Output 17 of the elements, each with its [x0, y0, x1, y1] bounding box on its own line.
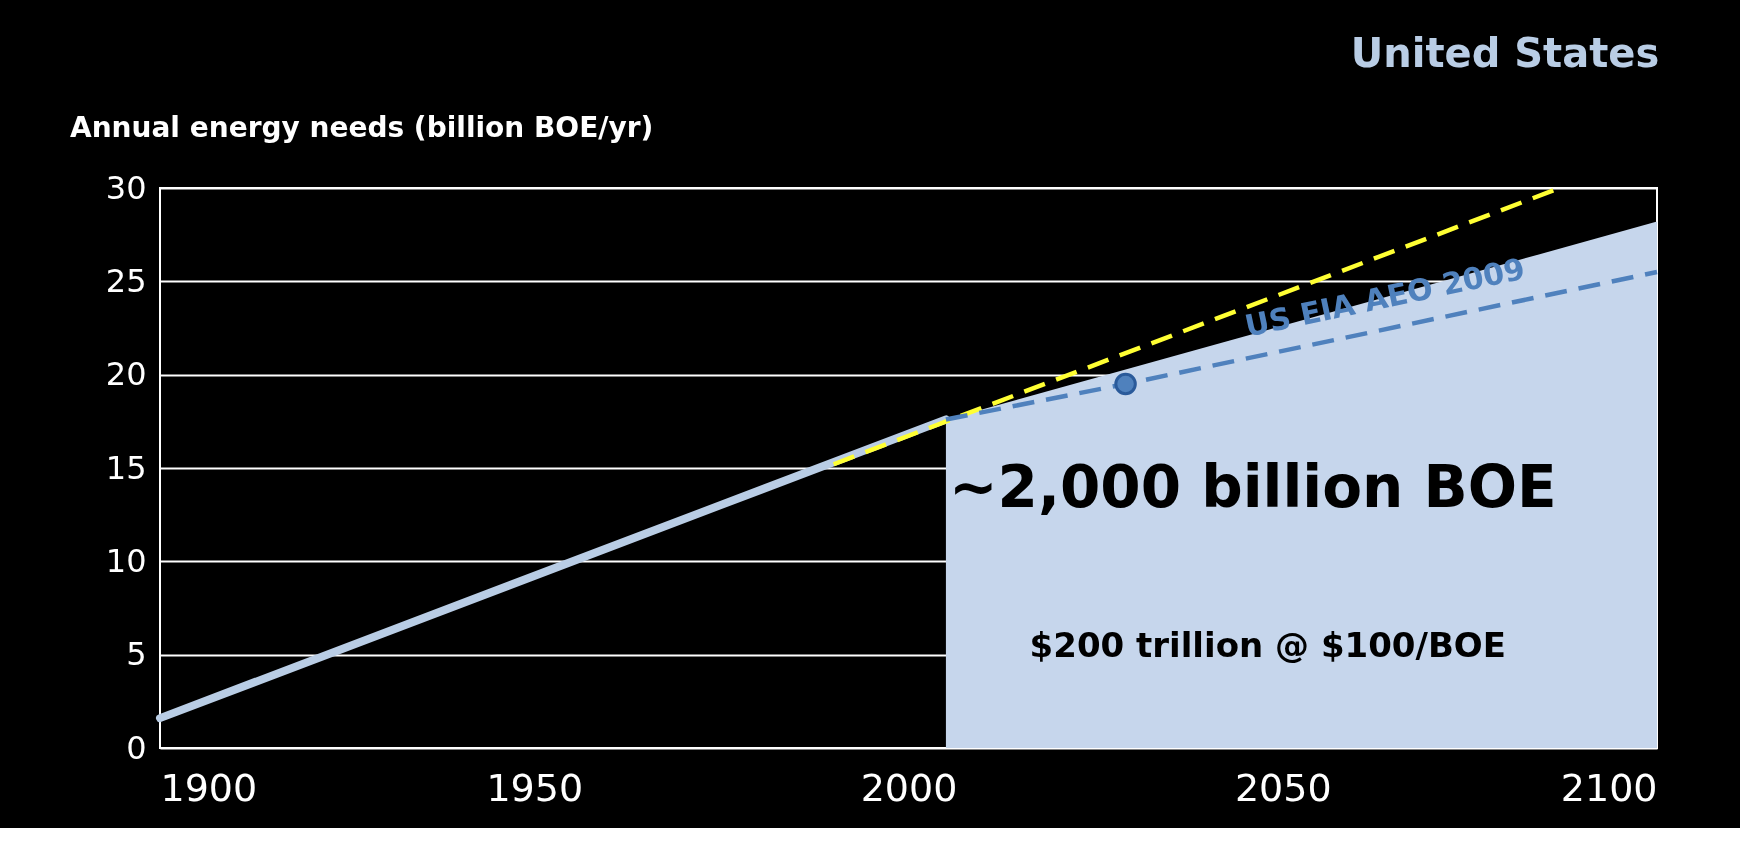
x-tick-label: 2050 [1234, 765, 1332, 810]
y-tick-label: 30 [105, 168, 147, 207]
y-tick-label: 25 [105, 261, 147, 300]
annotation: ~2,000 billion BOE [948, 453, 1557, 522]
y-tick-label: 0 [126, 728, 147, 767]
y-tick-label: 20 [105, 355, 147, 394]
y-axis-title: Annual energy needs (billion BOE/yr) [70, 111, 654, 144]
x-tick-label: 1950 [486, 765, 584, 810]
x-tick-label: 2100 [1560, 765, 1658, 810]
y-tick-label: 15 [105, 448, 147, 487]
x-tick-label: 1900 [160, 765, 258, 810]
chart-title: United States [1350, 30, 1660, 76]
y-tick-label: 5 [126, 635, 147, 674]
annotation: $200 trillion @ $100/BOE [1029, 625, 1506, 666]
x-tick-label: 2000 [860, 765, 958, 810]
text: US EIA AEO 2009 [1241, 250, 1528, 344]
y-tick-label: 10 [105, 541, 147, 580]
